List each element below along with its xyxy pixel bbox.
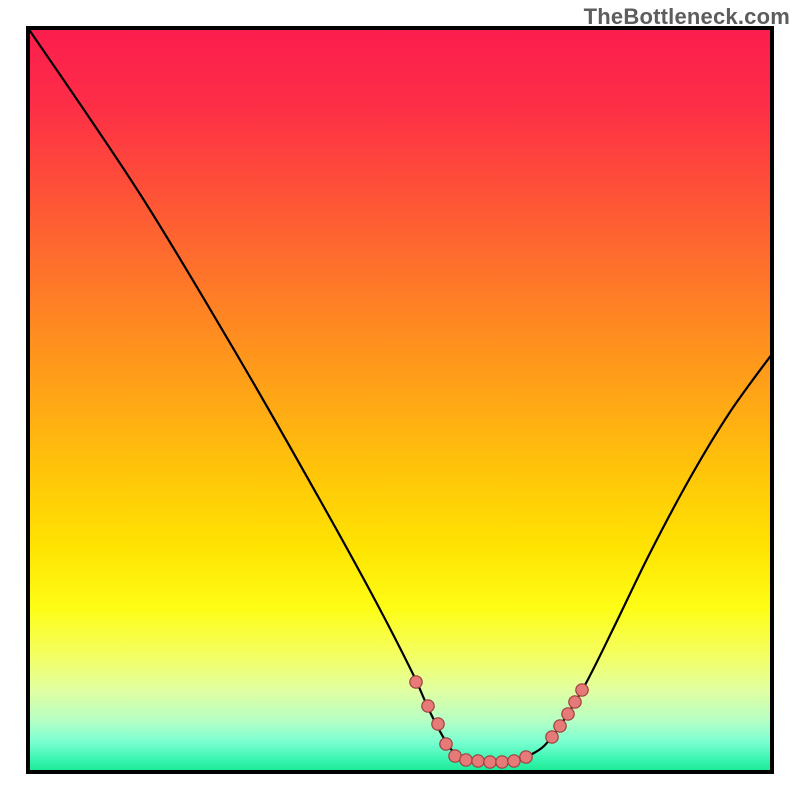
- data-dot: [520, 751, 532, 763]
- data-dot: [440, 738, 452, 750]
- data-dot: [410, 676, 422, 688]
- plot-background: [28, 28, 772, 772]
- data-dot: [484, 756, 496, 768]
- data-dot: [472, 755, 484, 767]
- data-dot: [554, 720, 566, 732]
- data-dot: [496, 756, 508, 768]
- data-dot: [422, 700, 434, 712]
- data-dot: [546, 731, 558, 743]
- bottleneck-chart: [0, 0, 800, 800]
- data-dot: [576, 684, 588, 696]
- watermark-text: TheBottleneck.com: [584, 4, 790, 30]
- data-dot: [562, 708, 574, 720]
- data-dot: [569, 696, 581, 708]
- data-dot: [432, 718, 444, 730]
- data-dot: [508, 755, 520, 767]
- data-dot: [460, 754, 472, 766]
